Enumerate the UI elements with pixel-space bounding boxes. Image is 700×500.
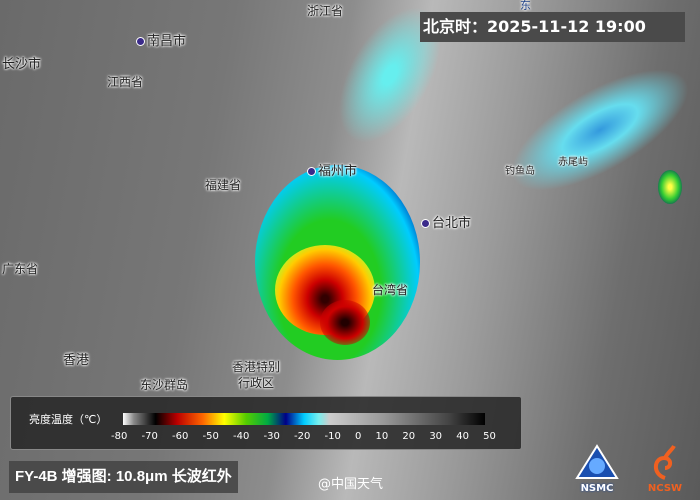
legend-tick: -40 [233, 431, 250, 442]
color-legend: 亮度温度（℃） -80 -70 -60 -50 -40 -30 -20 -10 … [10, 396, 522, 450]
ncsw-text: NCSW [647, 483, 683, 494]
legend-tick: 10 [375, 431, 389, 442]
label-hongkong: 香港 [63, 353, 90, 368]
label-guangdong: 广东省 [2, 262, 39, 276]
label-jiangxi: 江西省 [107, 75, 144, 89]
label-nanchang: 南昌市 [136, 34, 186, 49]
ncsw-swirl-icon [653, 444, 676, 480]
legend-tick: 20 [402, 431, 416, 442]
label-taiwan: 台湾省 [372, 283, 409, 297]
label-chiwei: 赤尾屿 [558, 157, 588, 168]
nsmc-logo: NSMC [572, 444, 622, 494]
nsmc-triangle-icon [575, 444, 619, 479]
city-dot-icon [421, 219, 430, 228]
label-dongsha: 东沙群岛 [140, 378, 189, 392]
legend-color-bar [123, 413, 485, 425]
legend-tick: -60 [172, 431, 189, 442]
label-taibei: 台北市 [421, 216, 471, 231]
city-dot-icon [307, 167, 316, 176]
legend-tick: -10 [324, 431, 341, 442]
weibo-credit: @中国天气 [318, 477, 384, 492]
legend-ticks: -80 -70 -60 -50 -40 -30 -20 -10 0 10 20 … [111, 431, 496, 442]
legend-tick: 50 [483, 431, 496, 442]
legend-tick: 30 [429, 431, 443, 442]
label-fuzhou: 福州市 [307, 164, 357, 179]
timestamp: 北京时：2025-11-12 19:00 [420, 12, 685, 42]
legend-tick: 0 [355, 431, 362, 442]
legend-tick: -50 [202, 431, 219, 442]
label-diaoyu: 钓鱼岛 [505, 166, 535, 177]
label-changsha: 长沙市 [2, 57, 42, 72]
legend-tick: -30 [263, 431, 280, 442]
legend-tick: 40 [456, 431, 469, 442]
image-caption: FY-4B 增强图: 10.8μm 长波红外 [9, 461, 238, 493]
city-dot-icon [136, 37, 145, 46]
nsmc-text: NSMC [580, 483, 614, 494]
ncsw-logo: NCSW [640, 444, 690, 494]
legend-tick: -70 [141, 431, 158, 442]
label-text: 福州市 [318, 164, 358, 179]
label-hk-sar-2: 行政区 [238, 376, 275, 390]
label-fujian: 福建省 [205, 178, 242, 192]
legend-tick: -20 [294, 431, 311, 442]
legend-title: 亮度温度（℃） [29, 413, 108, 426]
label-hk-sar-1: 香港特别 [232, 360, 281, 374]
label-partial-top: 东 [520, 0, 531, 12]
label-zhejiang: 浙江省 [307, 4, 344, 18]
cloud-green-east [658, 170, 682, 204]
label-text: 台北市 [432, 216, 472, 231]
label-text: 南昌市 [147, 34, 187, 49]
legend-tick: -80 [111, 431, 128, 442]
storm-core-south [320, 300, 370, 345]
